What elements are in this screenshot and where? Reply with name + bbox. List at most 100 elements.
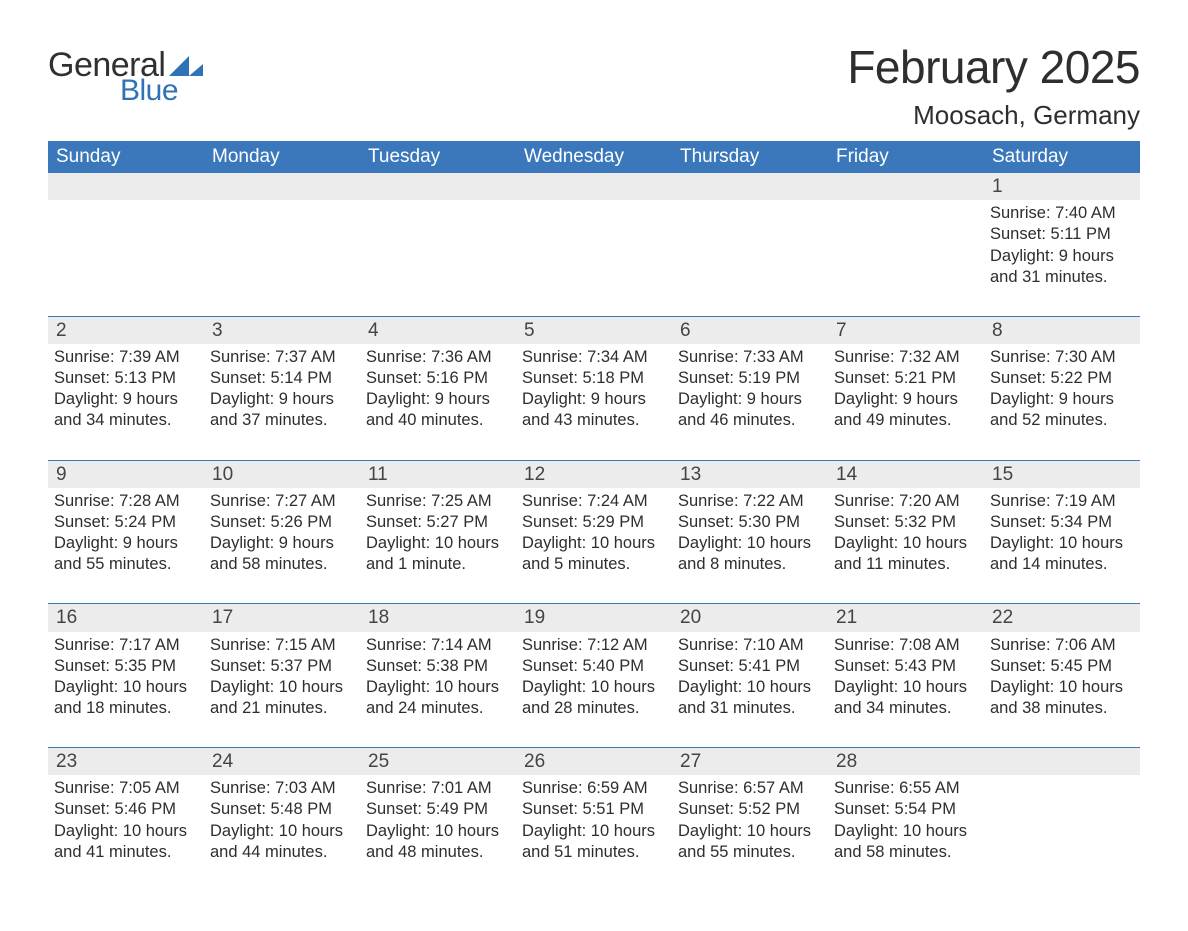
calendar-cell: 21Sunrise: 7:08 AMSunset: 5:43 PMDayligh… xyxy=(828,604,984,748)
daylight-line: Daylight: 10 hours and 8 minutes. xyxy=(678,533,818,575)
calendar-cell: 25Sunrise: 7:01 AMSunset: 5:49 PMDayligh… xyxy=(360,748,516,891)
sunrise-line: Sunrise: 7:24 AM xyxy=(522,491,662,512)
sunrise-line: Sunrise: 7:20 AM xyxy=(834,491,974,512)
sunrise-line: Sunrise: 7:05 AM xyxy=(54,778,194,799)
sunset-line: Sunset: 5:27 PM xyxy=(366,512,506,533)
calendar-cell: 1Sunrise: 7:40 AMSunset: 5:11 PMDaylight… xyxy=(984,173,1140,316)
sunset-line: Sunset: 5:37 PM xyxy=(210,656,350,677)
daylight-line: Daylight: 9 hours and 37 minutes. xyxy=(210,389,350,431)
sunset-line: Sunset: 5:29 PM xyxy=(522,512,662,533)
sunset-line: Sunset: 5:41 PM xyxy=(678,656,818,677)
sunrise-line: Sunrise: 7:14 AM xyxy=(366,635,506,656)
sunrise-line: Sunrise: 7:06 AM xyxy=(990,635,1130,656)
calendar-cell: 5Sunrise: 7:34 AMSunset: 5:18 PMDaylight… xyxy=(516,316,672,460)
day-number-band: 12 xyxy=(516,461,672,488)
sunrise-line: Sunrise: 6:59 AM xyxy=(522,778,662,799)
day-number-band: 9 xyxy=(48,461,204,488)
daylight-line: Daylight: 10 hours and 18 minutes. xyxy=(54,677,194,719)
weekday-header: Sunday xyxy=(48,141,204,173)
daylight-line: Daylight: 10 hours and 58 minutes. xyxy=(834,821,974,863)
calendar-cell xyxy=(984,748,1140,891)
calendar-cell xyxy=(204,173,360,316)
weekday-header-row: Sunday Monday Tuesday Wednesday Thursday… xyxy=(48,141,1140,173)
day-body: Sunrise: 7:30 AMSunset: 5:22 PMDaylight:… xyxy=(990,347,1134,431)
calendar-cell: 17Sunrise: 7:15 AMSunset: 5:37 PMDayligh… xyxy=(204,604,360,748)
sunset-line: Sunset: 5:18 PM xyxy=(522,368,662,389)
day-body: Sunrise: 7:10 AMSunset: 5:41 PMDaylight:… xyxy=(678,635,822,719)
calendar-week-row: 1Sunrise: 7:40 AMSunset: 5:11 PMDaylight… xyxy=(48,173,1140,316)
day-body: Sunrise: 7:03 AMSunset: 5:48 PMDaylight:… xyxy=(210,778,354,862)
sunrise-line: Sunrise: 7:25 AM xyxy=(366,491,506,512)
day-number-band xyxy=(360,173,516,200)
daylight-line: Daylight: 10 hours and 38 minutes. xyxy=(990,677,1130,719)
sunrise-line: Sunrise: 7:39 AM xyxy=(54,347,194,368)
calendar-week-row: 23Sunrise: 7:05 AMSunset: 5:46 PMDayligh… xyxy=(48,748,1140,891)
calendar-table: Sunday Monday Tuesday Wednesday Thursday… xyxy=(48,141,1140,891)
sunrise-line: Sunrise: 7:15 AM xyxy=(210,635,350,656)
calendar-cell: 14Sunrise: 7:20 AMSunset: 5:32 PMDayligh… xyxy=(828,460,984,604)
day-body: Sunrise: 7:33 AMSunset: 5:19 PMDaylight:… xyxy=(678,347,822,431)
day-body: Sunrise: 7:34 AMSunset: 5:18 PMDaylight:… xyxy=(522,347,666,431)
calendar-cell xyxy=(516,173,672,316)
sunset-line: Sunset: 5:34 PM xyxy=(990,512,1130,533)
day-number-band: 3 xyxy=(204,317,360,344)
logo-word-blue: Blue xyxy=(120,74,178,108)
calendar-cell: 9Sunrise: 7:28 AMSunset: 5:24 PMDaylight… xyxy=(48,460,204,604)
sunrise-line: Sunrise: 7:28 AM xyxy=(54,491,194,512)
daylight-line: Daylight: 10 hours and 28 minutes. xyxy=(522,677,662,719)
day-body: Sunrise: 7:12 AMSunset: 5:40 PMDaylight:… xyxy=(522,635,666,719)
daylight-line: Daylight: 10 hours and 24 minutes. xyxy=(366,677,506,719)
sunset-line: Sunset: 5:40 PM xyxy=(522,656,662,677)
calendar-cell: 22Sunrise: 7:06 AMSunset: 5:45 PMDayligh… xyxy=(984,604,1140,748)
sunrise-line: Sunrise: 7:01 AM xyxy=(366,778,506,799)
day-number-band: 23 xyxy=(48,748,204,775)
sunrise-line: Sunrise: 6:57 AM xyxy=(678,778,818,799)
weekday-header: Wednesday xyxy=(516,141,672,173)
page-title: February 2025 xyxy=(847,40,1140,94)
calendar-cell: 12 Sunrise: 7:24 AMSunset: 5:29 PMDayligh… xyxy=(516,460,672,604)
day-number-band: 25 xyxy=(360,748,516,775)
sunset-line: Sunset: 5:14 PM xyxy=(210,368,350,389)
calendar-week-row: 2Sunrise: 7:39 AMSunset: 5:13 PMDaylight… xyxy=(48,316,1140,460)
day-number-band: 14 xyxy=(828,461,984,488)
sunrise-line: Sunrise: 7:10 AM xyxy=(678,635,818,656)
daylight-line: Daylight: 10 hours and 34 minutes. xyxy=(834,677,974,719)
daylight-line: Daylight: 9 hours and 43 minutes. xyxy=(522,389,662,431)
calendar-cell: 18Sunrise: 7:14 AMSunset: 5:38 PMDayligh… xyxy=(360,604,516,748)
sunset-line: Sunset: 5:16 PM xyxy=(366,368,506,389)
day-number-band: 20 xyxy=(672,604,828,631)
calendar-cell: 7Sunrise: 7:32 AMSunset: 5:21 PMDaylight… xyxy=(828,316,984,460)
day-number-band: 6 xyxy=(672,317,828,344)
calendar-cell: 16Sunrise: 7:17 AMSunset: 5:35 PMDayligh… xyxy=(48,604,204,748)
day-body: Sunrise: 7:19 AMSunset: 5:34 PMDaylight:… xyxy=(990,491,1134,575)
sunset-line: Sunset: 5:32 PM xyxy=(834,512,974,533)
sunrise-line: Sunrise: 7:30 AM xyxy=(990,347,1130,368)
day-number-band: 4 xyxy=(360,317,516,344)
daylight-line: Daylight: 10 hours and 55 minutes. xyxy=(678,821,818,863)
brand-logo: General Blue xyxy=(48,48,203,108)
sunrise-line: Sunrise: 7:08 AM xyxy=(834,635,974,656)
location-subtitle: Moosach, Germany xyxy=(847,100,1140,131)
calendar-cell: 4Sunrise: 7:36 AMSunset: 5:16 PMDaylight… xyxy=(360,316,516,460)
day-body: Sunrise: 7:24 AMSunset: 5:29 PMDaylight:… xyxy=(522,491,666,575)
calendar-cell: 26Sunrise: 6:59 AMSunset: 5:51 PMDayligh… xyxy=(516,748,672,891)
sunset-line: Sunset: 5:43 PM xyxy=(834,656,974,677)
day-body: Sunrise: 7:37 AMSunset: 5:14 PMDaylight:… xyxy=(210,347,354,431)
day-number-band: 26 xyxy=(516,748,672,775)
sunrise-line: Sunrise: 7:33 AM xyxy=(678,347,818,368)
day-number-band: 15 xyxy=(984,461,1140,488)
daylight-line: Daylight: 10 hours and 48 minutes. xyxy=(366,821,506,863)
day-number-band: 19 xyxy=(516,604,672,631)
day-body: Sunrise: 7:40 AMSunset: 5:11 PMDaylight:… xyxy=(990,203,1134,287)
day-body: Sunrise: 7:25 AMSunset: 5:27 PMDaylight:… xyxy=(366,491,510,575)
header-row: General Blue February 2025 Moosach, Germ… xyxy=(48,40,1140,131)
day-number-band xyxy=(984,748,1140,775)
day-body: Sunrise: 7:14 AMSunset: 5:38 PMDaylight:… xyxy=(366,635,510,719)
calendar-cell xyxy=(48,173,204,316)
daylight-line: Daylight: 9 hours and 40 minutes. xyxy=(366,389,506,431)
daylight-line: Daylight: 10 hours and 44 minutes. xyxy=(210,821,350,863)
calendar-cell: 15 Sunrise: 7:19 AMSunset: 5:34 PMDayligh… xyxy=(984,460,1140,604)
calendar-page: General Blue February 2025 Moosach, Germ… xyxy=(0,0,1188,931)
calendar-cell: 2Sunrise: 7:39 AMSunset: 5:13 PMDaylight… xyxy=(48,316,204,460)
daylight-line: Daylight: 9 hours and 52 minutes. xyxy=(990,389,1130,431)
